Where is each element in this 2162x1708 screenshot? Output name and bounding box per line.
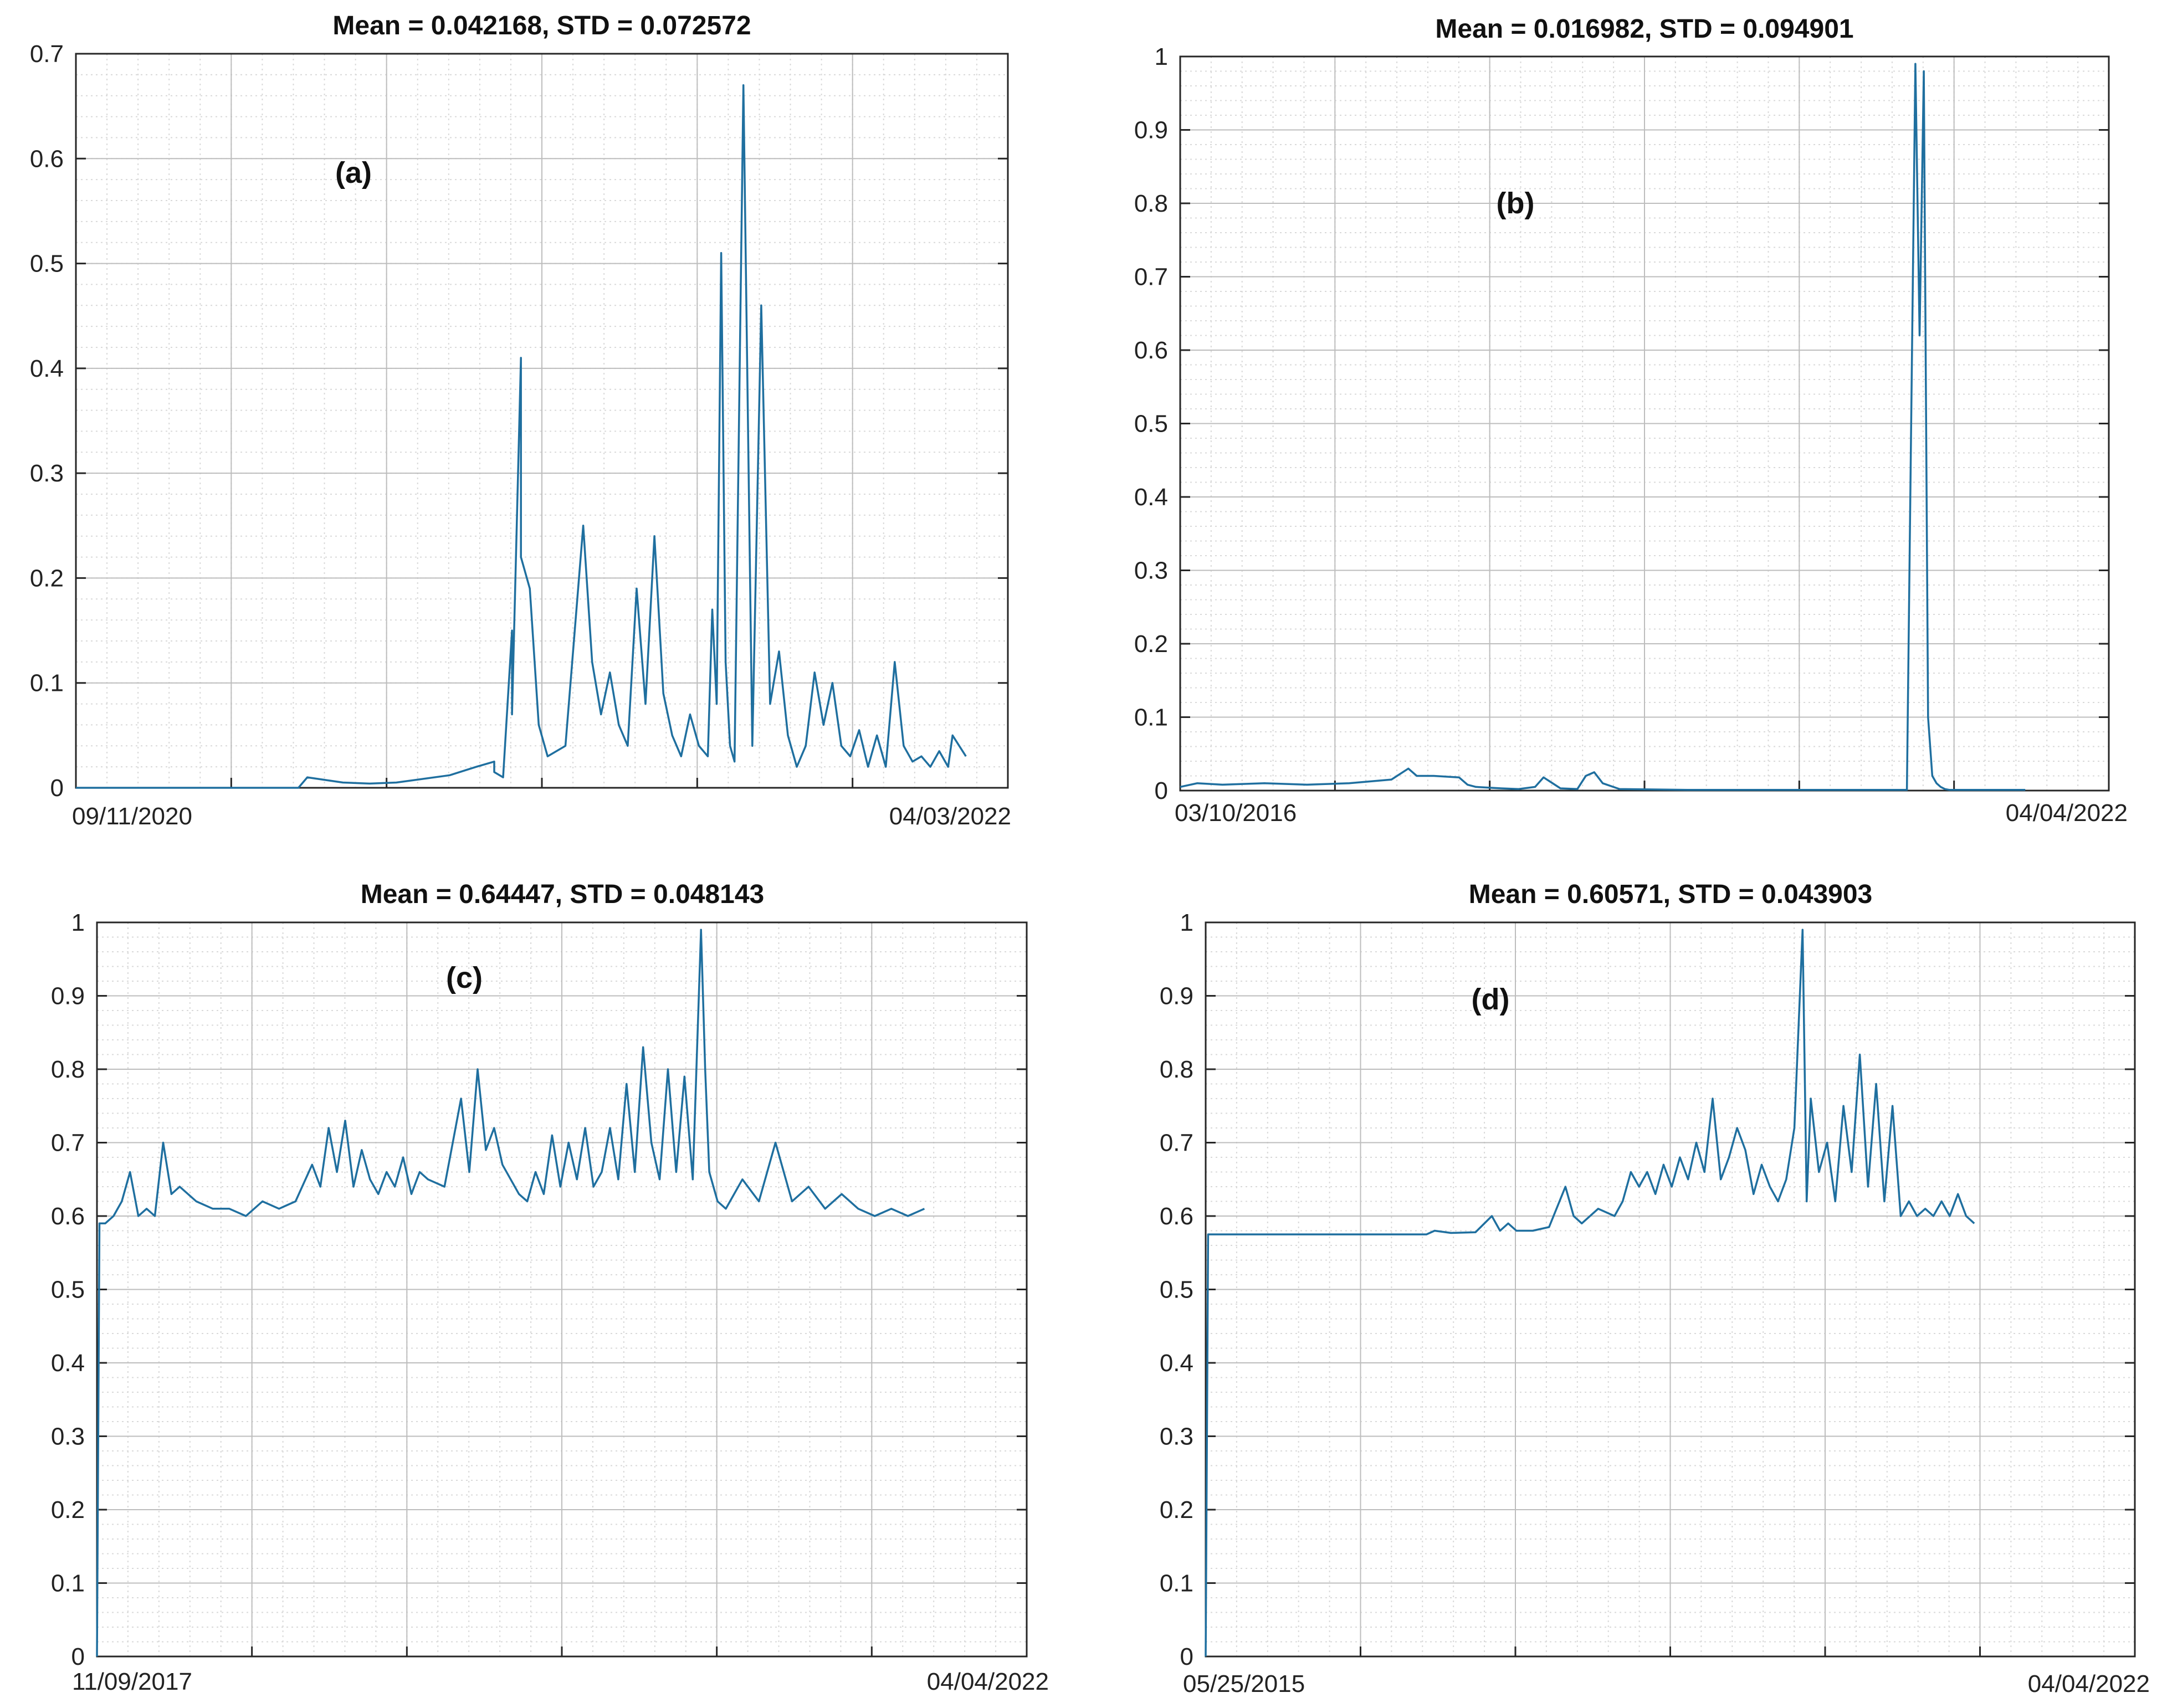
panel-label: (d)	[1472, 983, 1510, 1016]
chart-panel-1: 0 0.1 0.2 0.3 0.4 0.5 0.6 0.7 Mean = 0.042168, S…	[30, 11, 1011, 830]
x-end-date-label: 04/04/2022	[2028, 1670, 2150, 1697]
y-tick-label: 0.1	[51, 1570, 85, 1597]
chart-title: Mean = 0.016982, STD = 0.094901	[1435, 14, 1853, 44]
x-start-date-label: 11/09/2017	[72, 1668, 192, 1695]
chart-panel-4: 0 0.1 0.2 0.3 0.4 0.5 0.6 0.7 0.8 0.9 1 Mean = 0.60…	[1160, 880, 2150, 1697]
y-tick-label: 0.9	[1134, 117, 1168, 144]
y-tick-label: 0.3	[51, 1423, 85, 1450]
axes-box	[96, 921, 1028, 1658]
chart-panel-3: 0 0.1 0.2 0.3 0.4 0.5 0.6 0.7 0.8 0.9 1 Mean = 0.64…	[51, 880, 1049, 1695]
chart-title: Mean = 0.042168, STD = 0.072572	[332, 11, 751, 40]
y-tick-label: 0.2	[51, 1496, 85, 1524]
x-start-date-label: 09/11/2020	[72, 803, 192, 830]
y-tick-label: 0.1	[1160, 1570, 1193, 1597]
data-series-line	[96, 929, 925, 1657]
y-tick-label: 0.2	[1134, 630, 1168, 658]
y-tick-label: 0.6	[1134, 337, 1168, 364]
axes-box	[1205, 921, 2136, 1658]
x-end-date-label: 04/04/2022	[927, 1668, 1049, 1695]
panel-label: (c)	[446, 961, 483, 994]
y-tick-label: 1	[1155, 43, 1168, 70]
data-series-line	[1180, 63, 2026, 791]
y-tick-label: 0.5	[1160, 1276, 1193, 1304]
y-tick-label: 0	[1155, 777, 1168, 804]
y-tick-label: 0.8	[51, 1056, 85, 1083]
chart-title: Mean = 0.60571, STD = 0.043903	[1469, 880, 1872, 909]
y-tick-label: 0.5	[51, 1276, 85, 1304]
axes-box	[75, 53, 1009, 789]
y-tick-label: 0	[50, 775, 64, 802]
y-tick-label: 0.1	[1134, 704, 1168, 731]
y-tick-label: 0.7	[51, 1130, 85, 1157]
y-tick-label: 0.6	[51, 1203, 85, 1230]
axes-box	[1179, 55, 2110, 792]
y-tick-label: 0.6	[30, 145, 64, 172]
x-end-date-label: 04/03/2022	[889, 803, 1011, 830]
chart-panel-2: 0 0.1 0.2 0.3 0.4 0.5 0.6 0.7 0.8 0.9 1 Mean = 0.01…	[1134, 14, 2128, 827]
y-tick-label: 1	[71, 909, 85, 936]
y-tick-label: 0.5	[30, 250, 64, 278]
chart-title: Mean = 0.64447, STD = 0.048143	[361, 880, 764, 909]
y-tick-label: 0.2	[30, 565, 64, 592]
y-tick-label: 0.7	[1160, 1130, 1193, 1157]
y-tick-label: 0.9	[51, 983, 85, 1010]
y-tick-label: 1	[1180, 909, 1193, 936]
y-tick-label: 0.8	[1134, 190, 1168, 217]
y-tick-label: 0.3	[30, 460, 64, 487]
y-tick-label: 0.6	[1160, 1203, 1193, 1230]
y-tick-label: 0.1	[30, 670, 64, 697]
y-tick-label: 0.7	[30, 40, 64, 68]
data-series-line	[76, 84, 967, 789]
y-tick-label: 0.7	[1134, 264, 1168, 291]
y-tick-label: 0.4	[30, 355, 64, 382]
y-tick-label: 0.9	[1160, 983, 1193, 1010]
y-tick-label: 0.4	[51, 1350, 85, 1377]
panel-label: (a)	[335, 156, 372, 189]
x-start-date-label: 05/25/2015	[1183, 1670, 1305, 1697]
x-start-date-label: 03/10/2016	[1175, 799, 1297, 827]
x-end-date-label: 04/04/2022	[2006, 799, 2128, 827]
y-tick-label: 0.4	[1160, 1350, 1193, 1377]
y-tick-label: 0.8	[1160, 1056, 1193, 1083]
panel-label: (b)	[1497, 187, 1535, 220]
y-tick-label: 0.5	[1134, 411, 1168, 438]
y-tick-label: 0.3	[1134, 557, 1168, 584]
y-tick-label: 0.3	[1160, 1423, 1193, 1450]
y-tick-label: 0.4	[1134, 484, 1168, 511]
y-tick-label: 0	[71, 1643, 85, 1670]
data-series-line	[1205, 929, 1975, 1657]
y-tick-label: 0	[1180, 1643, 1193, 1670]
y-tick-label: 0.2	[1160, 1496, 1193, 1524]
